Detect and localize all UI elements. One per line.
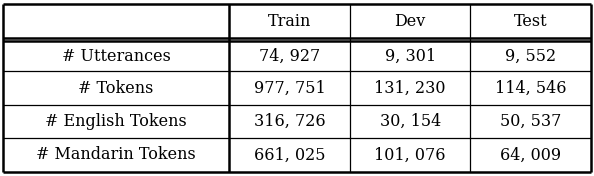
- Text: 9, 552: 9, 552: [505, 48, 557, 65]
- Text: 661, 025: 661, 025: [254, 146, 326, 163]
- Text: 114, 546: 114, 546: [495, 80, 567, 96]
- Text: # English Tokens: # English Tokens: [45, 113, 187, 130]
- Text: Dev: Dev: [394, 13, 426, 30]
- Text: 74, 927: 74, 927: [259, 48, 320, 65]
- Text: 64, 009: 64, 009: [500, 146, 561, 163]
- Text: Train: Train: [268, 13, 311, 30]
- Text: # Tokens: # Tokens: [78, 80, 154, 96]
- Text: 131, 230: 131, 230: [374, 80, 446, 96]
- Text: 977, 751: 977, 751: [254, 80, 326, 96]
- Text: 50, 537: 50, 537: [500, 113, 561, 130]
- Text: 316, 726: 316, 726: [254, 113, 326, 130]
- Text: # Utterances: # Utterances: [62, 48, 170, 65]
- Text: 9, 301: 9, 301: [385, 48, 436, 65]
- Text: # Mandarin Tokens: # Mandarin Tokens: [36, 146, 196, 163]
- Text: 30, 154: 30, 154: [380, 113, 441, 130]
- Text: Test: Test: [514, 13, 548, 30]
- Text: 101, 076: 101, 076: [374, 146, 446, 163]
